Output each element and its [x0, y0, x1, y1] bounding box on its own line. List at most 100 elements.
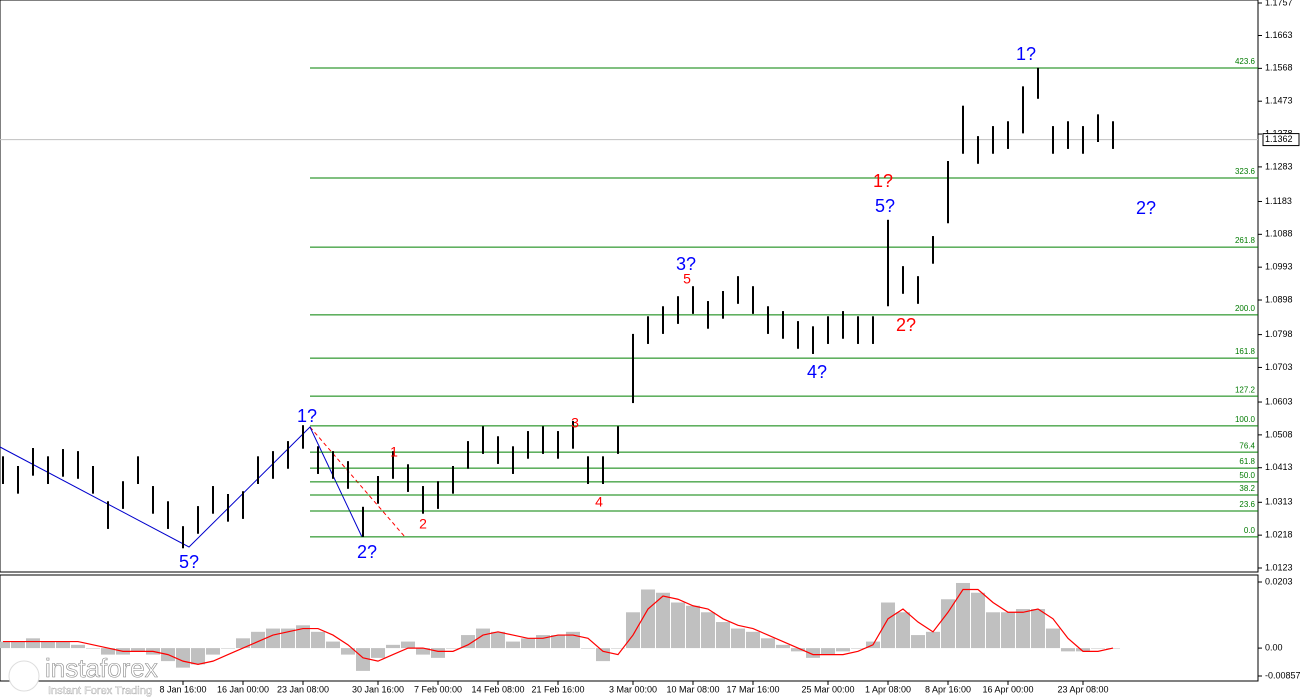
wave-label: 2? [357, 542, 377, 562]
histogram-bar [551, 635, 565, 649]
y-tick-label: 1.1473 [1265, 96, 1293, 106]
x-tick-label: 8 Apr 16:00 [925, 684, 971, 694]
y2-tick-label: 0.00 [1265, 642, 1283, 652]
histogram-bar [296, 625, 310, 649]
x-tick-label: 16 Apr 00:00 [982, 684, 1033, 694]
histogram-bar [941, 599, 955, 649]
x-tick-label: 17 Mar 16:00 [726, 684, 779, 694]
histogram-bar [731, 628, 745, 649]
signal-line [3, 588, 1114, 665]
fib-label: 261.8 [1235, 236, 1256, 245]
histogram-bar [896, 612, 910, 649]
histogram-bar [56, 641, 70, 649]
fib-label: 38.2 [1239, 484, 1255, 493]
wave-label: 3 [571, 415, 579, 431]
histogram-bar [446, 648, 460, 649]
y-tick-label: 1.1283 [1265, 161, 1293, 171]
histogram-bar [491, 631, 505, 649]
y2-tick-label: -0.00857 [1265, 670, 1300, 680]
histogram-bar [431, 648, 445, 658]
fib-label: 423.6 [1235, 57, 1256, 66]
histogram-bar [71, 644, 85, 649]
y-tick-label: 1.0798 [1265, 329, 1293, 339]
histogram-bar [386, 644, 400, 649]
histogram-bar [221, 648, 235, 649]
histogram-bar [746, 631, 760, 649]
y-tick-label: 1.1568 [1265, 63, 1293, 73]
histogram-bar [581, 648, 595, 649]
fib-label: 323.6 [1235, 167, 1256, 176]
x-tick-label: 21 Feb 16:00 [531, 684, 584, 694]
histogram-bar [251, 631, 265, 649]
histogram-bar [341, 648, 355, 655]
histogram-bar [956, 582, 970, 649]
fib-label: 23.6 [1239, 500, 1255, 509]
histogram-bar [86, 648, 100, 649]
wave-label: 4? [807, 362, 827, 382]
wave-label: 4 [595, 494, 603, 510]
histogram-bar [11, 641, 25, 649]
histogram-bar [566, 631, 580, 649]
histogram-bar [1061, 648, 1075, 652]
histogram-bar [191, 648, 205, 665]
histogram-bar [1046, 628, 1060, 649]
histogram-bar [266, 628, 280, 649]
y-tick-label: 1.0313 [1265, 497, 1293, 507]
x-tick-label: 7 Feb 00:00 [414, 684, 462, 694]
fib-label: 127.2 [1235, 385, 1256, 394]
histogram-bar [401, 641, 415, 649]
x-tick-label: 3 Mar 00:00 [609, 684, 657, 694]
histogram-bar [701, 612, 715, 649]
histogram-bar [656, 592, 670, 649]
indicator-frame [0, 574, 1259, 682]
histogram-bar [0, 641, 10, 649]
histogram-bar [1031, 609, 1045, 649]
histogram-bar [206, 648, 220, 655]
histogram-bar [1091, 648, 1105, 649]
wave-label: 2 [419, 516, 427, 532]
wave-label: 2? [896, 315, 916, 335]
fib-label: 200.0 [1235, 304, 1256, 313]
wave-label: 2? [1136, 198, 1156, 218]
wave-label: 5? [875, 196, 895, 216]
x-tick-label: 1 Apr 08:00 [865, 684, 911, 694]
histogram-bar [686, 605, 700, 649]
histogram-bar [101, 648, 115, 655]
wave-label: 3? [676, 254, 696, 274]
y-tick-label: 1.0603 [1265, 396, 1293, 406]
wave-label: 1 [390, 444, 398, 460]
histogram-bar [626, 612, 640, 649]
histogram-bar [806, 648, 820, 658]
wave-label: 1? [297, 406, 317, 426]
histogram-bar [131, 648, 145, 652]
histogram-bar [926, 631, 940, 649]
y-tick-label: 1.0218 [1265, 530, 1293, 540]
histogram-bar [1001, 612, 1015, 649]
histogram-bar [356, 648, 370, 671]
histogram-bar [416, 648, 430, 655]
fib-label: 161.8 [1235, 347, 1256, 356]
fib-label: 100.0 [1235, 415, 1256, 424]
y-tick-label: 1.1183 [1265, 196, 1292, 206]
fib-label: 50.0 [1239, 471, 1255, 480]
histogram-bar [911, 635, 925, 649]
histogram-bar [41, 641, 55, 649]
y-tick-label: 1.0123 [1265, 562, 1293, 572]
logo [8, 660, 40, 692]
histogram-bar [506, 641, 520, 649]
histogram-bar [596, 648, 610, 662]
x-tick-label: 10 Mar 08:00 [666, 684, 719, 694]
histogram-bar [986, 612, 1000, 649]
histogram-bar [971, 592, 985, 649]
y-tick-label: 1.1663 [1265, 30, 1293, 40]
fib-label: 61.8 [1239, 457, 1255, 466]
x-tick-label: 16 Jan 00:00 [217, 684, 269, 694]
histogram-bar [611, 648, 625, 649]
x-tick-label: 8 Jan 16:00 [159, 684, 206, 694]
current-price-box [1262, 133, 1300, 147]
histogram-bar [716, 622, 730, 649]
histogram-bar [461, 635, 475, 649]
histogram-bar [851, 648, 865, 649]
histogram-bar [1016, 609, 1030, 649]
